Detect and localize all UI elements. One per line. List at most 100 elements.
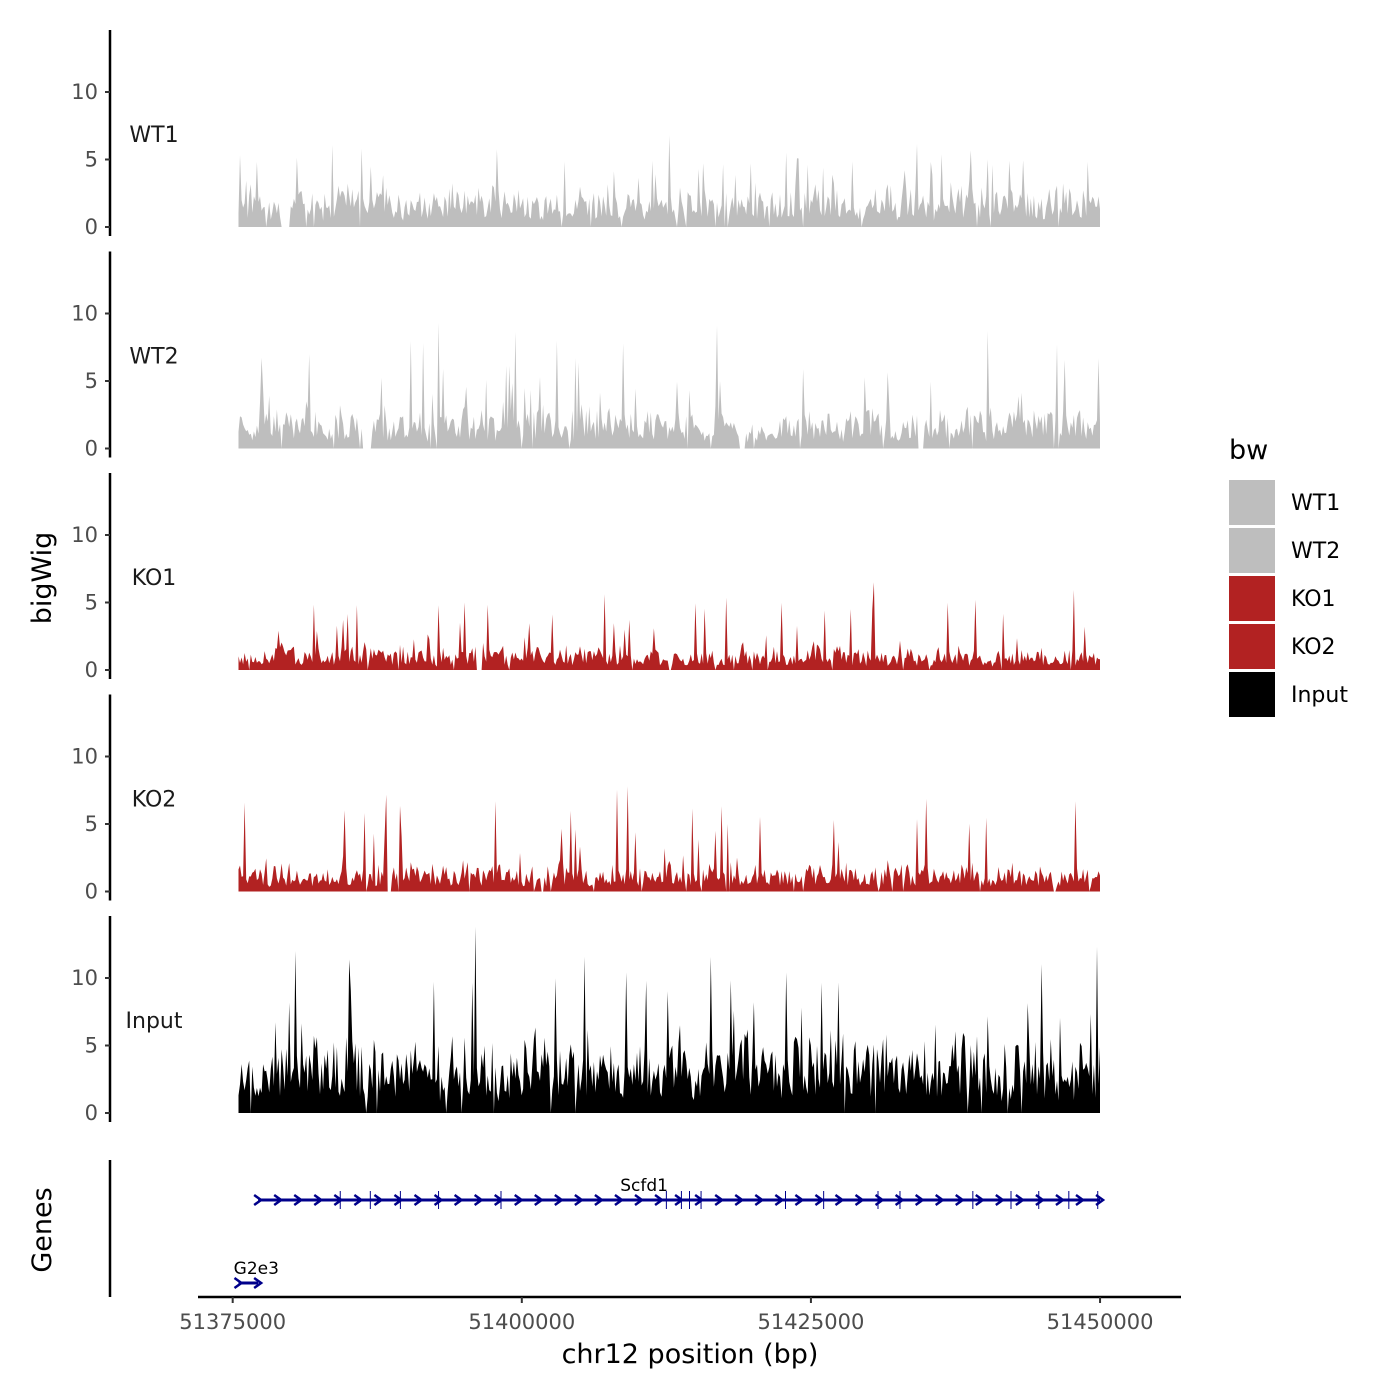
strand-arrow: [433, 1193, 444, 1207]
strand-arrow: [473, 1193, 484, 1207]
legend-label: KO1: [1291, 587, 1336, 612]
gene-label: G2e3: [234, 1259, 279, 1279]
strand-arrow: [814, 1193, 825, 1207]
x-tick-label: 51375000: [179, 1310, 286, 1334]
y-tick-label: 5: [85, 1034, 98, 1058]
strand-arrow: [273, 1193, 284, 1207]
legend-label: WT1: [1291, 491, 1340, 516]
strand-arrow: [514, 1193, 524, 1207]
strand-arrow: [333, 1193, 344, 1207]
strand-arrow: [493, 1193, 504, 1207]
strand-arrow: [353, 1193, 364, 1207]
legend-swatch: [1229, 480, 1275, 525]
strand-arrow: [934, 1193, 945, 1207]
track-wt1: 0 5 10 WT1: [71, 30, 1100, 239]
strand-arrow: [794, 1193, 805, 1207]
y-tick-label: 10: [71, 302, 98, 326]
legend-label: KO2: [1291, 635, 1336, 660]
strand-arrow: [373, 1193, 384, 1207]
legend: bw WT1 WT2 KO1 KO2 Input: [1229, 435, 1348, 717]
y-tick-label: 10: [71, 966, 98, 990]
legend-entry-ko2: KO2: [1229, 624, 1336, 669]
strand-arrow: [293, 1193, 304, 1207]
x-axis: 51375000 51400000 51425000 51450000: [179, 1295, 1181, 1334]
y-tick-label: 10: [71, 80, 98, 104]
strand-arrow: [1015, 1193, 1026, 1207]
x-tick-label: 51450000: [1047, 1310, 1154, 1334]
x-tick-label: 51425000: [757, 1310, 864, 1334]
strand-arrow: [1095, 1193, 1106, 1207]
strand-arrow: [1055, 1193, 1066, 1207]
strand-arrow: [975, 1193, 985, 1207]
gene-g2e3: G2e3: [233, 1259, 279, 1290]
gene-scfd1: Scfd1: [253, 1176, 1106, 1209]
strand-arrow: [313, 1193, 324, 1207]
y-tick-label: 5: [85, 369, 98, 393]
x-tick-label: 51400000: [468, 1310, 575, 1334]
legend-entry-wt1: WT1: [1229, 480, 1340, 525]
y-tick-label: 0: [85, 215, 98, 239]
strand-arrow: [253, 1193, 264, 1207]
strand-arrow: [714, 1193, 725, 1207]
signal-area-ko1: [238, 582, 1100, 670]
strand-arrow: [614, 1193, 625, 1207]
strand-arrow: [393, 1193, 404, 1207]
track-label-ko2: KO2: [132, 788, 177, 813]
strand-arrow: [995, 1193, 1005, 1207]
strand-arrow: [955, 1193, 965, 1207]
y-tick-label: 0: [85, 1101, 98, 1125]
strand-arrow: [874, 1193, 885, 1207]
track-label-wt1: WT1: [129, 123, 178, 148]
y-axis-title: bigWig: [27, 532, 58, 625]
strand-arrow: [674, 1193, 685, 1207]
strand-arrow: [694, 1193, 705, 1207]
legend-title: bw: [1229, 435, 1268, 466]
track-ko2: 0 5 10 KO2: [71, 694, 1100, 904]
track-label-input: Input: [126, 1009, 183, 1034]
track-input: 0 5 10 Input: [71, 916, 1100, 1125]
y-tick-label: 0: [85, 880, 98, 904]
signal-tracks: 0 5 10 WT1 0 5 10 WT2 0 5 10 KO1 0 5 10 KO2 0 5 10 Input: [71, 30, 1100, 1125]
track-label-ko1: KO1: [132, 566, 177, 591]
y-tick-label: 10: [71, 523, 98, 547]
legend-swatch: [1229, 624, 1275, 669]
strand-arrow: [233, 1276, 244, 1290]
x-axis-title: chr12 position (bp): [562, 1339, 819, 1370]
strand-arrow: [534, 1193, 544, 1207]
signal-area-wt1: [238, 135, 1100, 227]
signal-area-ko2: [238, 786, 1100, 892]
strand-arrow: [413, 1193, 424, 1207]
strand-arrow: [253, 1276, 264, 1290]
strand-arrow: [1035, 1193, 1046, 1207]
strand-arrow: [754, 1193, 765, 1207]
legend-label: Input: [1291, 683, 1348, 708]
track-ko1: 0 5 10 KO1: [71, 473, 1100, 682]
genes-axis-title: Genes: [27, 1187, 58, 1272]
y-tick-label: 0: [85, 437, 98, 461]
y-tick-label: 0: [85, 658, 98, 682]
y-tick-label: 5: [85, 812, 98, 836]
strand-arrow: [654, 1193, 665, 1207]
legend-entry-input: Input: [1229, 672, 1348, 717]
strand-arrow: [1075, 1193, 1086, 1207]
legend-swatch: [1229, 672, 1275, 717]
strand-arrow: [834, 1193, 845, 1207]
strand-arrow: [554, 1193, 564, 1207]
genes-panel: Scfd1 G2e3: [108, 1160, 1106, 1297]
strand-arrow: [854, 1193, 865, 1207]
y-tick-label: 5: [85, 148, 98, 172]
legend-entry-wt2: WT2: [1229, 528, 1340, 573]
strand-arrow: [634, 1193, 645, 1207]
legend-label: WT2: [1291, 539, 1340, 564]
track-wt2: 0 5 10 WT2: [71, 251, 1100, 461]
y-tick-label: 5: [85, 591, 98, 615]
track-label-wt2: WT2: [129, 345, 178, 370]
strand-arrow: [734, 1193, 745, 1207]
strand-arrow: [774, 1193, 785, 1207]
gene-label: Scfd1: [620, 1176, 668, 1196]
strand-arrow: [594, 1193, 605, 1207]
legend-swatch: [1229, 528, 1275, 573]
y-tick-label: 10: [71, 745, 98, 769]
legend-swatch: [1229, 576, 1275, 621]
